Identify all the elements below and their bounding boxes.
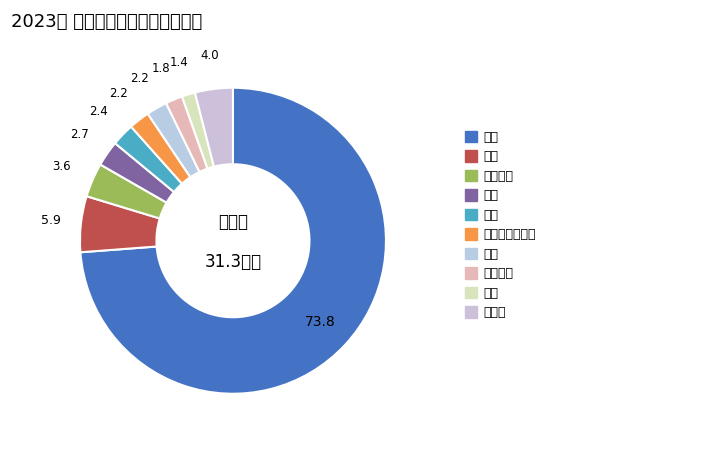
- Wedge shape: [131, 114, 190, 184]
- Wedge shape: [80, 196, 159, 252]
- Text: 73.8: 73.8: [305, 315, 336, 329]
- Text: 3.6: 3.6: [52, 160, 71, 173]
- Text: 2023年 輸出相手国のシェア（％）: 2023年 輸出相手国のシェア（％）: [11, 14, 202, 32]
- Text: 5.9: 5.9: [41, 214, 60, 227]
- Wedge shape: [87, 165, 167, 219]
- Text: 1.4: 1.4: [170, 56, 188, 69]
- Text: 31.3億円: 31.3億円: [205, 253, 261, 271]
- Legend: 中国, 香港, ベトナム, タイ, 米国, バングラデシュ, 台湾, モロッコ, 英国, その他: 中国, 香港, ベトナム, タイ, 米国, バングラデシュ, 台湾, モロッコ,…: [465, 131, 536, 319]
- Text: 2.7: 2.7: [70, 128, 89, 141]
- Wedge shape: [166, 96, 207, 172]
- Wedge shape: [195, 88, 233, 166]
- Wedge shape: [80, 88, 386, 394]
- Text: 2.4: 2.4: [89, 105, 108, 118]
- Wedge shape: [115, 126, 182, 192]
- Text: 1.8: 1.8: [151, 62, 170, 75]
- Wedge shape: [100, 143, 174, 202]
- Text: 2.2: 2.2: [109, 87, 128, 100]
- Wedge shape: [182, 93, 214, 169]
- Text: 総　額: 総 額: [218, 213, 248, 231]
- Text: 2.2: 2.2: [130, 72, 149, 86]
- Wedge shape: [148, 103, 199, 177]
- Text: 4.0: 4.0: [200, 49, 219, 62]
